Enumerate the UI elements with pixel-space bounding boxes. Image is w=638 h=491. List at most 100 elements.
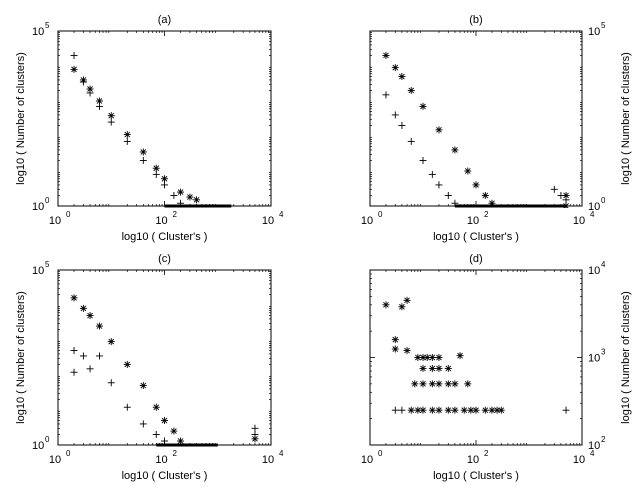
star-marker bbox=[435, 354, 443, 361]
star-marker bbox=[456, 352, 464, 360]
star-marker bbox=[403, 347, 411, 355]
y-tick-label: 10 bbox=[588, 265, 600, 277]
series-2 bbox=[70, 294, 259, 445]
star-marker bbox=[86, 85, 94, 93]
star-marker bbox=[464, 380, 472, 388]
x-tick-exponent: 2 bbox=[484, 210, 489, 219]
plot-area bbox=[382, 296, 570, 414]
x-tick-label: 10 bbox=[361, 454, 373, 466]
plus-marker bbox=[562, 406, 570, 414]
axes-frame bbox=[369, 269, 583, 446]
panel-title: (a) bbox=[158, 14, 171, 26]
star-marker bbox=[251, 435, 259, 443]
plus-marker bbox=[444, 191, 452, 199]
star-marker bbox=[170, 427, 178, 435]
plus-marker bbox=[451, 199, 459, 207]
panel-title: (c) bbox=[158, 253, 171, 265]
plus-marker bbox=[123, 137, 131, 145]
series-1 bbox=[391, 406, 570, 414]
plus-marker bbox=[382, 91, 390, 99]
y-tick-exponent: 0 bbox=[45, 196, 50, 205]
star-marker bbox=[444, 380, 452, 388]
star-marker bbox=[86, 312, 94, 320]
x-tick-exponent: 4 bbox=[590, 210, 595, 219]
star-marker bbox=[497, 406, 505, 414]
star-marker bbox=[161, 175, 168, 183]
x-tick-label: 10 bbox=[467, 215, 479, 227]
star-marker bbox=[152, 403, 160, 411]
star-marker bbox=[177, 188, 185, 196]
plus-marker bbox=[550, 185, 558, 193]
star-marker bbox=[451, 406, 459, 414]
star-marker bbox=[435, 126, 443, 134]
y-axis-label: log10 ( Number of clusters) bbox=[15, 52, 27, 185]
star-marker bbox=[562, 191, 570, 199]
x-axis-label: log10 ( Cluster's ) bbox=[433, 231, 519, 243]
star-marker bbox=[107, 338, 115, 346]
star-marker bbox=[472, 406, 480, 414]
x-tick-label: 10 bbox=[49, 454, 61, 466]
plus-marker bbox=[107, 379, 115, 387]
star-marker bbox=[391, 336, 399, 344]
star-marker bbox=[444, 406, 452, 414]
star-marker bbox=[70, 65, 78, 73]
x-tick-exponent: 0 bbox=[66, 210, 71, 219]
x-tick-exponent: 0 bbox=[66, 449, 71, 458]
star-marker bbox=[472, 181, 480, 189]
plus-marker bbox=[107, 118, 115, 126]
plus-marker bbox=[86, 365, 94, 373]
star-marker bbox=[488, 199, 496, 207]
y-tick-label: 10 bbox=[32, 265, 44, 277]
plus-marker bbox=[170, 191, 178, 199]
star-marker bbox=[419, 406, 427, 414]
x-tick-label: 10 bbox=[262, 215, 274, 227]
y-tick-label: 10 bbox=[32, 26, 44, 38]
plus-marker bbox=[70, 347, 78, 355]
y-tick-exponent: 2 bbox=[601, 435, 606, 444]
plot-area bbox=[70, 294, 259, 447]
panel-title: (d) bbox=[469, 253, 482, 265]
x-tick-label: 10 bbox=[573, 215, 585, 227]
star-marker bbox=[391, 345, 399, 353]
plus-marker bbox=[428, 170, 436, 178]
star-marker bbox=[382, 301, 390, 309]
y-tick-exponent: 5 bbox=[601, 21, 606, 30]
y-tick-exponent: 5 bbox=[45, 21, 50, 30]
star-marker bbox=[451, 146, 459, 154]
series-1 bbox=[382, 91, 570, 207]
plus-marker bbox=[95, 352, 103, 360]
star-marker bbox=[428, 364, 436, 372]
plus-marker bbox=[123, 403, 131, 411]
star-marker bbox=[419, 102, 427, 110]
x-tick-label: 10 bbox=[49, 215, 61, 227]
star-marker bbox=[435, 406, 443, 414]
star-marker bbox=[161, 417, 168, 425]
y-tick-exponent: 4 bbox=[601, 260, 606, 269]
star-marker bbox=[460, 406, 468, 414]
plus-marker bbox=[391, 406, 399, 414]
star-marker bbox=[79, 304, 87, 312]
y-tick-exponent: 0 bbox=[601, 196, 606, 205]
star-marker bbox=[107, 112, 115, 120]
series-2 bbox=[70, 65, 201, 204]
star-marker bbox=[481, 191, 489, 199]
y-tick-exponent: 0 bbox=[45, 435, 50, 444]
x-tick-label: 10 bbox=[155, 215, 167, 227]
star-marker bbox=[70, 294, 78, 302]
plus-marker bbox=[139, 156, 147, 164]
x-axis-label: log10 ( Cluster's ) bbox=[122, 470, 208, 482]
x-tick-label: 10 bbox=[155, 454, 167, 466]
series-2 bbox=[382, 296, 505, 414]
star-marker bbox=[444, 364, 452, 372]
plus-marker bbox=[398, 406, 406, 414]
x-tick-exponent: 2 bbox=[173, 210, 178, 219]
y-tick-label: 10 bbox=[588, 26, 600, 38]
x-tick-exponent: 4 bbox=[279, 449, 284, 458]
series-1 bbox=[70, 347, 259, 445]
star-marker bbox=[419, 364, 427, 372]
star-marker bbox=[123, 360, 131, 368]
plot-area bbox=[382, 51, 570, 208]
